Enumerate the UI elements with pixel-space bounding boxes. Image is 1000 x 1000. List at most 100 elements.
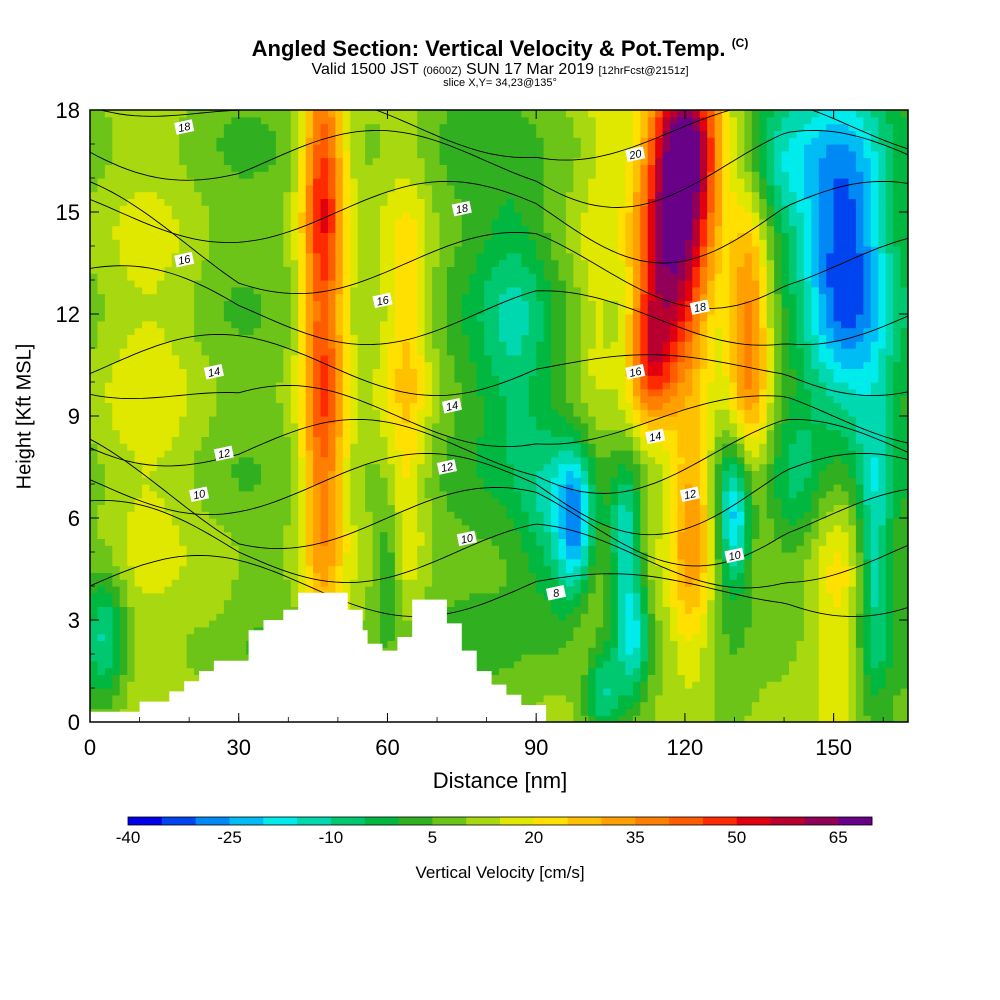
velocity-cell bbox=[803, 524, 812, 533]
velocity-cell bbox=[588, 708, 597, 716]
velocity-cell bbox=[818, 640, 827, 648]
velocity-cell bbox=[588, 504, 597, 512]
velocity-cell bbox=[841, 620, 850, 628]
velocity-cell bbox=[655, 701, 664, 709]
velocity-cell bbox=[855, 565, 864, 573]
velocity-cell bbox=[870, 674, 879, 682]
velocity-cell bbox=[275, 518, 284, 526]
velocity-cell bbox=[692, 606, 701, 614]
velocity-cell bbox=[655, 504, 664, 512]
velocity-cell bbox=[90, 504, 98, 512]
velocity-cell bbox=[119, 416, 128, 424]
velocity-cell bbox=[417, 490, 426, 499]
velocity-cell bbox=[119, 443, 128, 451]
velocity-cell bbox=[454, 606, 463, 614]
velocity-cell bbox=[662, 463, 671, 471]
velocity-cell bbox=[216, 422, 225, 431]
velocity-cell bbox=[751, 640, 760, 648]
velocity-cell bbox=[90, 565, 98, 573]
velocity-cell bbox=[394, 470, 403, 478]
velocity-cell bbox=[201, 592, 210, 601]
velocity-cell bbox=[164, 674, 173, 682]
velocity-cell bbox=[298, 416, 307, 424]
velocity-cell bbox=[142, 524, 151, 533]
velocity-cell bbox=[766, 708, 775, 716]
velocity-cell bbox=[209, 531, 217, 539]
velocity-cell bbox=[216, 490, 225, 499]
velocity-cell bbox=[469, 490, 478, 499]
velocity-cell bbox=[565, 538, 574, 546]
velocity-cell bbox=[692, 701, 701, 709]
velocity-cell bbox=[476, 524, 485, 533]
velocity-cell bbox=[722, 620, 731, 628]
velocity-cell bbox=[699, 565, 708, 573]
velocity-cell bbox=[298, 538, 307, 546]
velocity-cell bbox=[238, 531, 247, 539]
velocity-cell bbox=[789, 450, 797, 458]
velocity-cell bbox=[104, 463, 113, 471]
velocity-cell bbox=[603, 565, 612, 573]
velocity-cell bbox=[134, 681, 143, 689]
velocity-cell bbox=[774, 470, 783, 478]
velocity-cell bbox=[238, 538, 247, 546]
velocity-cell bbox=[818, 667, 827, 675]
velocity-cell bbox=[707, 552, 716, 560]
velocity-cell bbox=[848, 552, 857, 560]
velocity-cell bbox=[149, 667, 158, 675]
velocity-cell bbox=[461, 504, 470, 512]
velocity-cell bbox=[506, 456, 515, 465]
velocity-cell bbox=[320, 429, 329, 437]
velocity-cell bbox=[164, 694, 173, 703]
velocity-cell bbox=[112, 599, 121, 607]
velocity-cell bbox=[811, 429, 820, 437]
velocity-cell bbox=[313, 511, 322, 519]
velocity-cell bbox=[365, 463, 374, 471]
velocity-cell bbox=[595, 436, 604, 444]
velocity-cell bbox=[186, 599, 195, 607]
velocity-cell bbox=[878, 586, 887, 594]
velocity-cell bbox=[863, 592, 872, 601]
velocity-cell bbox=[588, 579, 597, 587]
velocity-cell bbox=[558, 450, 567, 458]
velocity-cell bbox=[543, 545, 552, 553]
velocity-cell bbox=[565, 708, 574, 716]
velocity-cell bbox=[640, 688, 649, 696]
velocity-cell bbox=[112, 681, 121, 689]
velocity-cell bbox=[216, 497, 225, 505]
velocity-cell bbox=[833, 524, 842, 533]
velocity-cell bbox=[290, 599, 299, 607]
velocity-cell bbox=[156, 504, 165, 512]
velocity-cell bbox=[164, 688, 173, 696]
velocity-cell bbox=[729, 633, 738, 641]
velocity-cell bbox=[551, 443, 560, 451]
velocity-cell bbox=[573, 552, 582, 560]
velocity-cell bbox=[766, 654, 775, 662]
velocity-cell bbox=[774, 667, 783, 675]
velocity-cell bbox=[640, 484, 649, 492]
velocity-cell bbox=[506, 490, 515, 499]
velocity-cell bbox=[870, 586, 879, 594]
velocity-cell bbox=[863, 429, 872, 437]
velocity-cell bbox=[417, 456, 426, 465]
velocity-cell bbox=[573, 572, 582, 580]
velocity-cell bbox=[714, 422, 723, 431]
velocity-cell bbox=[796, 484, 805, 492]
velocity-cell bbox=[268, 552, 277, 560]
velocity-cell bbox=[446, 470, 455, 478]
velocity-cell bbox=[632, 490, 641, 499]
velocity-cell bbox=[97, 490, 106, 499]
velocity-cell bbox=[863, 552, 872, 560]
velocity-cell bbox=[789, 484, 797, 492]
velocity-cell bbox=[432, 504, 441, 512]
velocity-cell bbox=[714, 572, 723, 580]
velocity-cell bbox=[610, 599, 619, 607]
velocity-cell bbox=[826, 545, 835, 553]
velocity-cell bbox=[565, 660, 574, 669]
velocity-cell bbox=[841, 531, 850, 539]
velocity-cell bbox=[692, 463, 701, 471]
velocity-cell bbox=[885, 626, 894, 635]
velocity-cell bbox=[774, 429, 783, 437]
velocity-cell bbox=[707, 450, 716, 458]
velocity-cell bbox=[372, 484, 381, 492]
velocity-cell bbox=[580, 654, 589, 662]
